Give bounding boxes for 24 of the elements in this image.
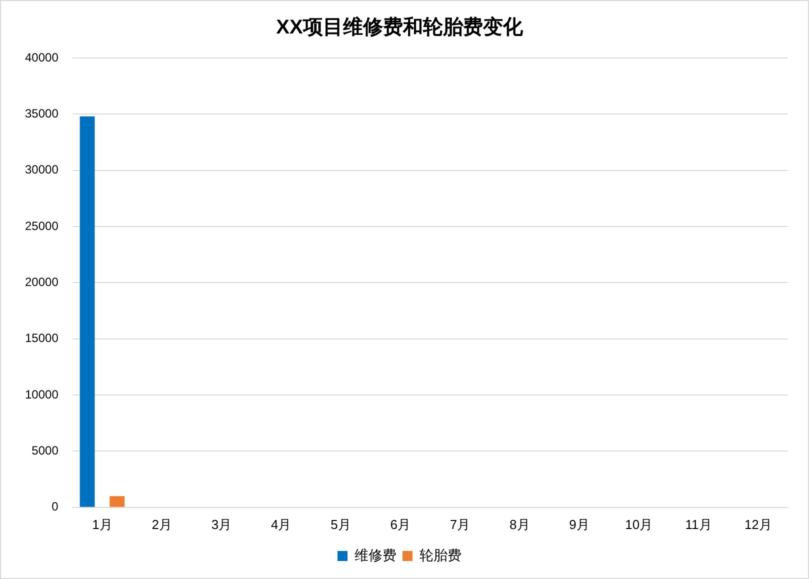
y-tick-label: 10000 bbox=[24, 387, 59, 402]
legend-label: 维修费 bbox=[354, 546, 396, 563]
x-tick-label: 10月 bbox=[625, 516, 653, 532]
y-tick-label: 25000 bbox=[24, 218, 59, 233]
y-tick-label: 30000 bbox=[24, 162, 59, 177]
y-tick-label: 0 bbox=[52, 500, 59, 514]
x-tick-label: 7月 bbox=[450, 516, 470, 532]
y-tick-label: 40000 bbox=[24, 50, 59, 64]
legend-label: 轮胎费 bbox=[420, 546, 462, 563]
y-tick-label: 5000 bbox=[32, 444, 59, 458]
x-tick-label: 8月 bbox=[510, 516, 530, 532]
x-tick-label: 2月 bbox=[152, 516, 172, 532]
x-tick-label: 3月 bbox=[211, 516, 232, 532]
y-tick-label: 20000 bbox=[24, 275, 59, 290]
x-tick-label: 4月 bbox=[270, 516, 292, 532]
chart-title: XX项目维修费和轮胎费变化 bbox=[276, 16, 524, 39]
x-tick-label: 11月 bbox=[685, 516, 712, 532]
x-tick-label: 6月 bbox=[390, 516, 410, 532]
x-tick-label: 5月 bbox=[330, 516, 351, 532]
y-tick-label: 15000 bbox=[24, 331, 59, 346]
y-tick-label: 35000 bbox=[24, 106, 59, 120]
x-tick-label: 1月 bbox=[92, 516, 112, 532]
x-tick-label: 12月 bbox=[744, 516, 772, 532]
x-tick-label: 9月 bbox=[569, 516, 590, 532]
